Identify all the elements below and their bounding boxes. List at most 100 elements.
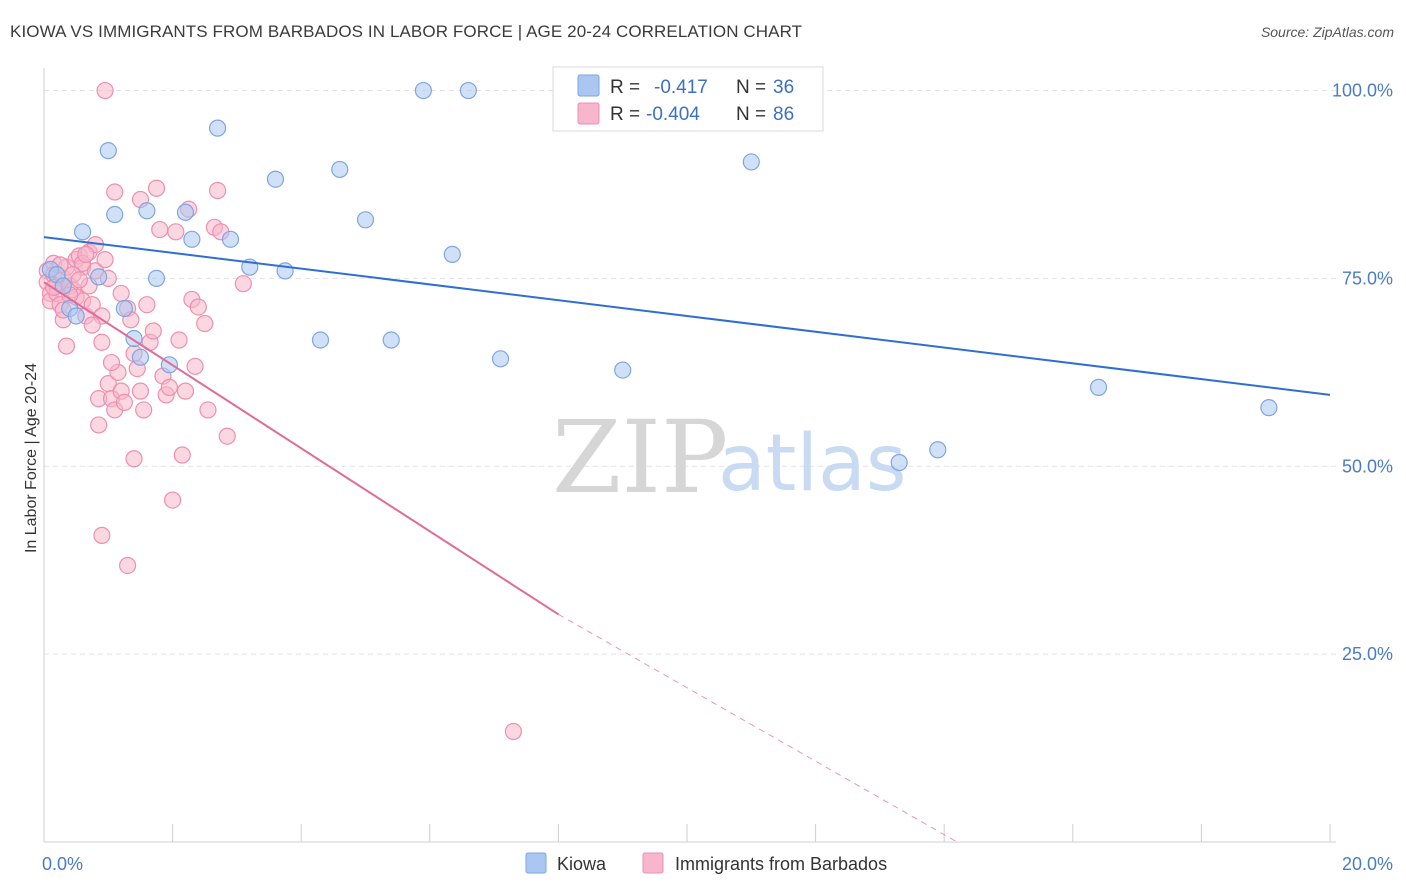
barbados-point-50 [144,322,162,340]
kiowa-point-11 [131,348,150,366]
kiowa-point-20 [266,170,285,188]
kiowa-point-9 [115,299,133,318]
y-tick-label-50: 50.0% [1342,456,1393,476]
kiowa-point-12 [147,269,166,288]
kiowa-point-13 [138,202,156,220]
kiowa-point-8 [106,205,124,224]
x-tick-label-min: 0.0% [42,854,83,874]
barbados-point-47 [135,401,153,419]
barbados-point-39 [115,393,133,411]
kiowa-point-32 [890,453,908,472]
barbados-point-70 [218,427,236,445]
y-tick-label-100: 100.0% [1332,81,1393,101]
watermark-zip: ZIP [552,399,728,516]
y-tick-label-25: 25.0% [1342,644,1393,664]
legend-kiowa-r-label: R = [610,77,640,98]
legend-kiowa-r-value: -0.417 [654,77,708,98]
barbados-point-48 [138,296,156,314]
kiowa-point-5 [73,223,92,241]
barbados-point-81 [70,271,88,289]
legend-swatch-barbados [577,102,600,125]
barbados-point-46 [131,382,150,400]
legend-barbados-n-label: N = [736,104,766,125]
barbados-point-76 [504,722,522,741]
barbados-point-51 [147,179,166,197]
barbados-point-30 [96,251,114,269]
barbados-point-65 [196,314,214,333]
legend-barbados-n-value: 86 [773,104,794,125]
legend-kiowa-n-value: 36 [773,77,794,98]
barbados-point-57 [167,223,185,241]
barbados-point-58 [170,331,188,349]
barbados-point-75 [118,556,137,575]
legend-barbados-r-label: R = [610,104,640,125]
bottom-legend-swatch-barbados [642,852,664,874]
barbados-point-35 [106,183,124,201]
barbados-point-60 [176,382,195,400]
bottom-legend-barbados: Immigrants from Barbados [675,854,887,874]
barbados-trend-line [43,281,559,616]
x-tick-labels: 0.0% 20.0% [42,854,1393,874]
kiowa-point-25 [382,331,400,349]
kiowa-point-28 [459,81,477,100]
kiowa-point-16 [183,230,201,248]
barbados-point-27 [90,416,108,434]
watermark-atlas: atlas [718,419,907,509]
legend: R = -0.417 N = 36 R = -0.404 N = 86 [552,66,824,132]
kiowa-point-4 [67,307,85,325]
barbados-point-66 [199,401,217,419]
bottom-legend: Kiowa Immigrants from Barbados [525,852,887,874]
bottom-legend-swatch-kiowa [525,852,547,874]
barbados-point-74 [93,526,111,545]
barbados-point-80 [102,353,121,372]
kiowa-point-29 [491,350,510,368]
x-tick-label-max: 20.0% [1342,854,1393,874]
kiowa-trend-line [43,236,1331,396]
legend-kiowa-n-label: N = [736,77,766,98]
barbados-point-55 [160,378,178,396]
kiowa-point-17 [209,119,227,137]
barbados-point-63 [186,357,204,375]
legend-swatch-kiowa [577,74,600,97]
kiowa-point-22 [311,331,330,349]
watermark: ZIP atlas [552,399,907,516]
kiowa-point-24 [356,211,375,229]
kiowa-point-15 [176,203,195,221]
kiowa-point-6 [90,268,108,286]
y-axis-title: In Labor Force | Age 20-24 [23,363,40,553]
kiowa-point-7 [99,142,117,160]
barbados-point-52 [151,220,169,239]
kiowa-point-27 [443,245,461,263]
barbados-point-43 [125,450,143,468]
barbados-point-68 [209,181,227,200]
barbados-point-11 [57,337,76,355]
barbados-trend-extension [558,613,958,843]
y-tick-labels: 25.0% 50.0% 75.0% 100.0% [1332,81,1393,665]
source-label: Source: ZipAtlas.com [1260,24,1394,40]
kiowa-point-18 [221,230,240,248]
kiowa-point-33 [929,441,947,459]
kiowa-point-35 [1260,399,1278,417]
barbados-points [38,81,522,741]
kiowa-point-30 [614,361,632,379]
chart-title: KIOWA VS IMMIGRANTS FROM BARBADOS IN LAB… [10,22,803,41]
barbados-point-56 [164,491,182,509]
kiowa-point-23 [331,160,349,179]
barbados-point-37 [112,284,130,303]
barbados-point-83 [77,245,95,263]
barbados-point-29 [93,333,111,351]
barbados-point-79 [83,316,101,334]
axes [43,68,1336,843]
kiowa-point-26 [414,81,432,100]
legend-barbados-r-value: -0.404 [646,104,700,125]
barbados-point-64 [189,298,207,316]
kiowa-point-31 [742,153,760,171]
kiowa-point-34 [1089,378,1108,396]
bottom-legend-kiowa: Kiowa [557,854,607,874]
barbados-point-59 [173,446,191,464]
y-tick-label-75: 75.0% [1342,268,1393,288]
trend-lines [43,236,1331,843]
barbados-point-71 [234,275,252,293]
barbados-point-73 [96,81,114,100]
